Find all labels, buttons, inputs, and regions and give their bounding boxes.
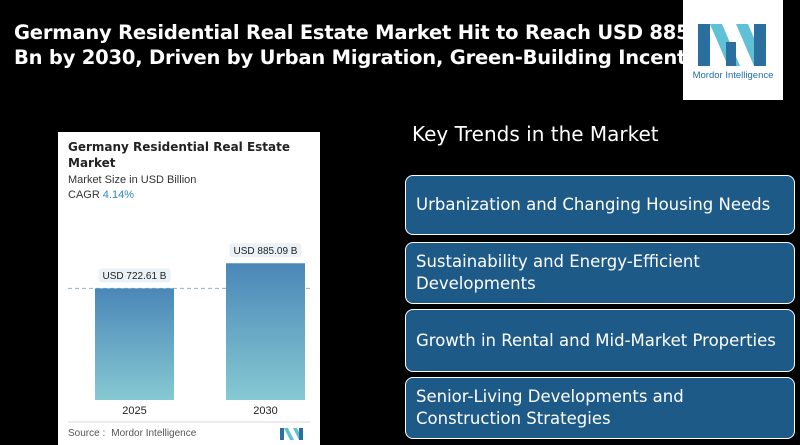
trend-item-senior-living: Senior-Living Developments and Construct… <box>405 377 795 439</box>
data-label: USD 722.61 B <box>103 271 167 282</box>
market-chart-card: Germany Residential Real Estate Market M… <box>58 132 320 445</box>
trend-item-sustainability: Sustainability and Energy-Efficient Deve… <box>405 242 795 304</box>
trend-item-label: Sustainability and Energy-Efficient Deve… <box>416 252 700 293</box>
trend-item-urbanization: Urbanization and Changing Housing Needs <box>405 175 795 235</box>
mordor-intelligence-logo-icon <box>698 24 766 66</box>
headline: Germany Residential Real Estate Market H… <box>14 20 730 70</box>
data-label: USD 885.09 B <box>234 246 298 257</box>
x-tick-label: 2025 <box>122 405 146 417</box>
trend-item-label: Growth in Rental and Mid-Market Properti… <box>416 330 776 350</box>
source-note: Source : Mordor Intelligence <box>68 428 196 439</box>
chart-subtitle: Market Size in USD Billion <box>68 174 197 186</box>
trend-item-rental-growth: Growth in Rental and Mid-Market Properti… <box>405 309 795 372</box>
source-value: Mordor Intelligence <box>111 428 197 439</box>
trends-title: Key Trends in the Market <box>412 122 659 146</box>
trend-item-label: Senior-Living Developments and Construct… <box>416 387 684 428</box>
bar-chart: USD 722.61 B 2025 USD 885.09 B 2030 <box>68 243 310 423</box>
cagr-value: 4.14% <box>102 189 134 201</box>
trend-item-label: Urbanization and Changing Housing Needs <box>416 195 771 214</box>
bar-2030 <box>226 263 305 400</box>
data-label-bg <box>229 243 302 258</box>
mini-logo-icon <box>280 428 303 440</box>
headline-line-1: Germany Residential Real Estate Market H… <box>14 21 724 44</box>
data-label-bg <box>98 268 171 283</box>
source-label: Source : <box>68 428 106 439</box>
bar-2025 <box>95 288 174 400</box>
logo-text: Mordor Intelligence <box>692 70 774 81</box>
cagr-line: CAGR 4.14% <box>68 189 134 201</box>
brand-logo: Mordor Intelligence <box>683 0 783 100</box>
x-tick-label: 2030 <box>253 405 277 417</box>
cagr-label: CAGR <box>68 189 100 201</box>
chart-title: Germany Residential Real Estate Market <box>68 140 291 170</box>
headline-line-2: Bn by 2030, Driven by Urban Migration, G… <box>14 46 730 69</box>
